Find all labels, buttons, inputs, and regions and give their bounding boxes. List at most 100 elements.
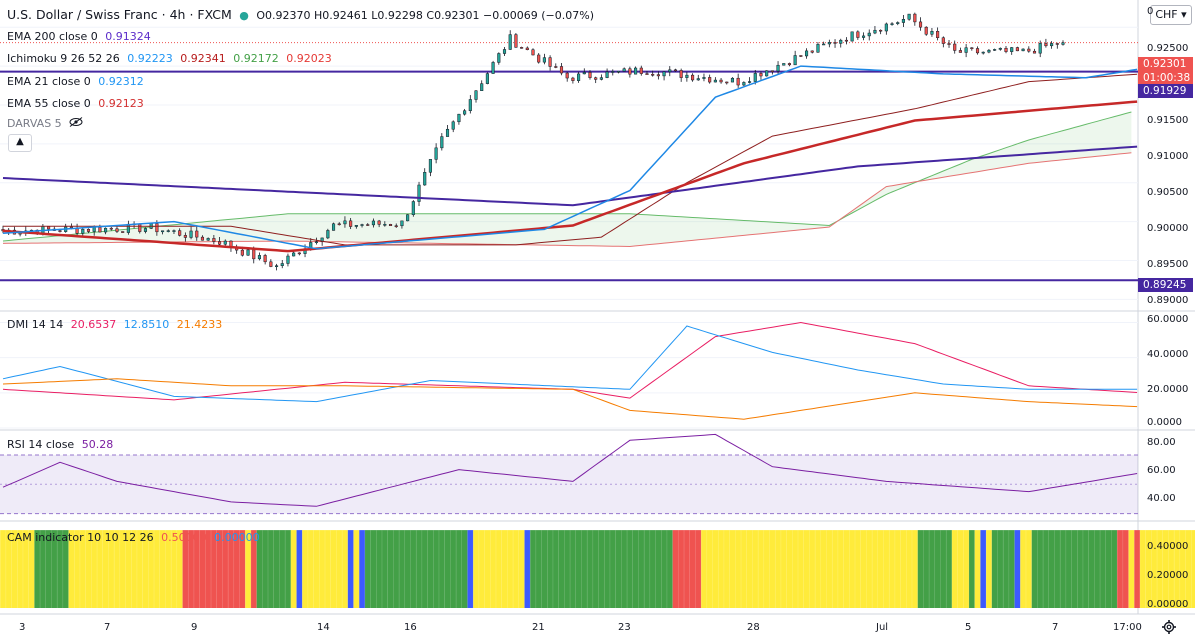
cam-bar — [302, 530, 309, 608]
cam-bar — [68, 530, 75, 608]
candle-body — [594, 77, 598, 80]
cloud-span-b — [2, 152, 1132, 248]
cam-bar — [1122, 530, 1129, 608]
dmi-value-2: 12.8510 — [123, 318, 170, 331]
candle-body — [873, 29, 877, 34]
cam-tick: 0.20000 — [1147, 570, 1189, 581]
candle-body — [92, 227, 96, 232]
candle-body — [981, 51, 985, 54]
price-tick: 0.90000 — [1147, 223, 1189, 234]
cam-bar — [644, 530, 651, 608]
cam-bar — [1048, 530, 1055, 608]
cam-bar — [695, 530, 702, 608]
cam-bar — [735, 530, 742, 608]
cam-bar — [809, 530, 816, 608]
dmi-legend[interactable]: DMI 14 14 20.6537 12.8510 21.4233 — [7, 318, 226, 331]
candle-body — [936, 31, 940, 39]
candle-body — [930, 31, 934, 35]
ema55-legend[interactable]: EMA 55 close 0 0.92123 — [7, 97, 148, 110]
eye-hidden-icon[interactable] — [69, 117, 83, 130]
currency-selector[interactable]: CHF ▾ — [1150, 5, 1192, 25]
cam-value-2: 0.00000 — [214, 531, 260, 544]
cam-bar — [1145, 530, 1152, 608]
cam-bar — [57, 530, 64, 608]
candle-body — [354, 225, 358, 227]
candle-body — [713, 79, 717, 83]
ichimoku-legend[interactable]: Ichimoku 9 26 52 26 0.92223 0.92341 0.92… — [7, 52, 336, 65]
candle-body — [1032, 50, 1037, 54]
cam-bar — [997, 530, 1004, 608]
cam-bar — [193, 530, 200, 608]
collapse-legend-button[interactable]: ▲ — [8, 134, 32, 152]
cam-bar — [1065, 530, 1072, 608]
cam-bar — [324, 530, 331, 608]
candle-body — [685, 74, 689, 78]
cam-bar — [114, 530, 121, 608]
cam-bar — [199, 530, 206, 608]
cam-bar — [1031, 530, 1038, 608]
candle-body — [1004, 47, 1008, 52]
candle-body — [611, 71, 615, 73]
date-tick: 14 — [317, 622, 330, 633]
darvas-label: DARVAS 5 — [7, 117, 62, 130]
cam-bar — [604, 530, 611, 608]
candle-body — [331, 223, 336, 231]
cam-bar — [968, 530, 975, 608]
candle-body — [565, 72, 569, 79]
ema200-label: EMA 200 close 0 — [7, 30, 98, 43]
cam-bar — [837, 530, 844, 608]
cam-bar — [79, 530, 86, 608]
cam-bar — [615, 530, 622, 608]
cam-bar — [1185, 530, 1192, 608]
cam-bar — [313, 530, 320, 608]
candle-body — [844, 39, 848, 42]
cam-bar — [1139, 530, 1146, 608]
cam-bar — [1043, 530, 1049, 608]
candle-body — [628, 68, 632, 75]
cam-bar — [786, 530, 793, 608]
cam-bar — [205, 530, 212, 608]
candle-body — [485, 73, 489, 84]
candle-body — [274, 265, 279, 267]
ema200-legend[interactable]: EMA 200 close 0 0.91324 — [7, 30, 155, 43]
darvas-legend[interactable]: DARVAS 5 — [7, 117, 87, 130]
cam-bar — [678, 530, 685, 608]
cam-bar — [28, 530, 35, 608]
candle-body — [491, 62, 495, 74]
cam-bar — [433, 530, 440, 608]
dmi-tick: 20.0000 — [1147, 384, 1189, 395]
ohlc-values: O0.92370 H0.92461 L0.92298 C0.92301 −0.0… — [256, 9, 594, 22]
cam-bar — [889, 530, 896, 608]
cam-legend[interactable]: CAM indicator 10 10 12 26 0.50000 0.0000… — [7, 531, 264, 544]
candle-body — [759, 73, 763, 77]
candle-body — [947, 43, 951, 45]
candle-body — [833, 42, 837, 44]
candle-body — [451, 121, 455, 130]
cam-bar — [1094, 530, 1101, 608]
candle-body — [901, 19, 905, 23]
candle-body — [269, 261, 273, 267]
candle-body — [656, 74, 660, 77]
cam-bar — [911, 530, 918, 608]
ema21-legend[interactable]: EMA 21 close 0 0.92312 — [7, 75, 148, 88]
ema55-value: 0.92123 — [98, 97, 144, 110]
live-dot-icon: ● — [239, 9, 249, 22]
settings-gear-icon[interactable] — [1161, 619, 1177, 635]
cam-bar — [934, 530, 941, 608]
cam-bar — [746, 530, 753, 608]
cam-bar — [188, 530, 195, 608]
candle-body — [440, 136, 444, 149]
dmi-series-3 — [2, 378, 1138, 420]
cam-bar — [159, 530, 166, 608]
candle-body — [423, 172, 427, 186]
candle-body — [1055, 43, 1059, 45]
candle-body — [987, 49, 991, 53]
rsi-legend[interactable]: RSI 14 close 50.28 — [7, 438, 117, 451]
candle-body — [86, 228, 91, 232]
candle-body — [297, 252, 301, 255]
candle-body — [366, 224, 370, 226]
horizontal-line-tag: 0.89245 — [1138, 278, 1193, 292]
candle-body — [1038, 43, 1042, 54]
